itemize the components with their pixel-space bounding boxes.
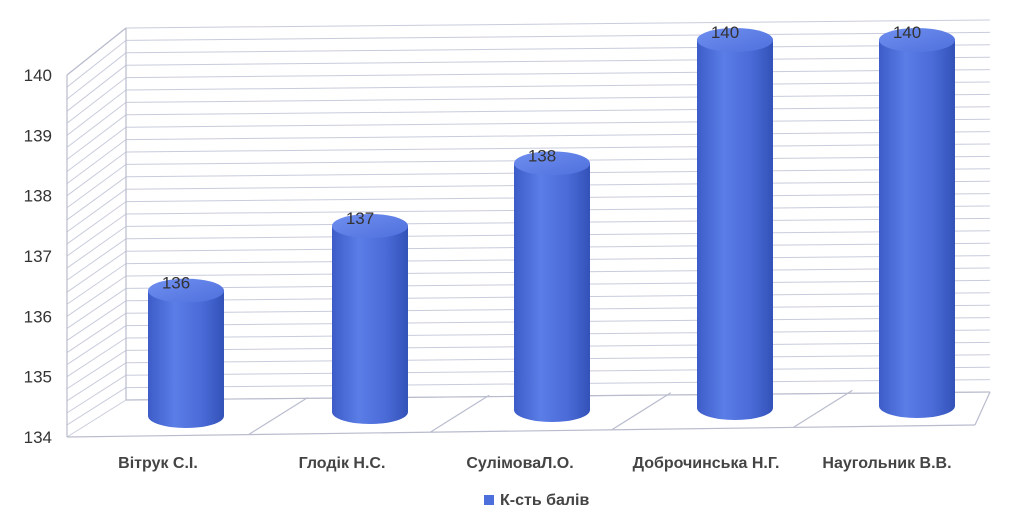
frame-edge [974,391,991,426]
gridline-side [66,275,127,317]
data-label: 137 [346,209,374,228]
bar-body [148,290,224,428]
gridline-side [66,362,127,402]
bar [332,214,408,424]
bars [148,28,955,428]
gridline-back [125,106,991,116]
data-label: 140 [893,23,921,42]
gridline-side [66,250,127,293]
x-tick-label: Доброчинська Н.Г. [633,455,780,472]
gridline-side [66,225,127,269]
y-tick-label: 139 [24,126,52,145]
gridline-side [66,163,127,209]
gridline-back [125,69,991,79]
gridline-back [125,56,991,66]
legend: К-сть балів [484,492,590,509]
y-tick-label: 135 [24,368,52,387]
y-tick-label: 137 [24,247,52,266]
frame-edge [66,27,127,76]
gridline-side [66,300,127,341]
gridline-side [66,312,127,353]
gridline-side [66,213,127,257]
bar [697,28,773,420]
gridline-side [66,126,127,172]
gridline-side [66,64,127,112]
gridline-back [125,143,991,153]
gridline-side [66,387,127,426]
y-tick-label: 134 [24,428,52,447]
y-tick-label: 138 [24,187,52,206]
gridline-side [66,176,127,221]
data-label: 140 [711,23,739,42]
gridline-side [66,139,127,185]
bar-body [514,163,590,423]
gridline-side [66,89,127,136]
floor-divider [611,392,672,431]
gridline-side [66,287,127,329]
y-axis-ticks: 134 135 136 137 138 139 140 [24,66,52,447]
floor-divider [248,397,308,436]
floor-divider [429,394,490,433]
x-tick-label: Наугольник В.В. [822,455,951,472]
gridline-side [66,325,127,366]
x-tick-label: Глодік Н.С. [299,455,386,472]
gridline-side [66,188,127,233]
y-tick-label: 140 [24,66,52,85]
floor-divider [793,389,853,428]
gridline-side [66,337,127,378]
gridline-side [66,201,127,245]
bar-top [697,28,773,52]
gridline-side [66,263,127,305]
bar-body [697,40,773,420]
gridline-side [66,349,127,390]
bar [879,28,955,418]
bar-body [879,40,955,418]
gridline-back [125,31,991,41]
data-labels: 136 137 138 140 140 [162,23,921,293]
legend-label: К-сть балів [500,492,590,509]
gridline-side [66,77,127,124]
x-tick-label: СулімоваЛ.О. [466,455,573,472]
y-tick-label: 136 [24,307,52,326]
gridline-side [66,151,127,197]
bar-top [332,214,408,238]
bar-top [514,151,590,176]
gridline-back [125,44,991,54]
gridline-back [125,131,991,141]
gridline-side [66,238,127,281]
gridline-back [125,19,991,29]
gridline-side [66,102,127,148]
x-axis-ticks: Вітрук С.І. Глодік Н.С. СулімоваЛ.О. Доброч… [118,455,951,472]
data-label: 138 [528,146,556,165]
legend-swatch [484,495,494,505]
bar [514,151,590,423]
bar-body [332,226,408,424]
gridline-side [66,399,127,438]
gridline-side [66,40,127,88]
gridline-side [66,374,127,414]
gridline-side [66,114,127,160]
gridline-back [125,93,991,103]
data-label: 136 [162,274,190,293]
gridline-back [125,118,991,128]
bar-top [148,278,224,303]
x-tick-label: Вітрук С.І. [118,455,198,472]
bar [148,278,224,428]
frame-edge [66,424,976,438]
gridline-back [125,81,991,91]
bar-top [879,28,955,52]
gridline-side [66,52,127,100]
